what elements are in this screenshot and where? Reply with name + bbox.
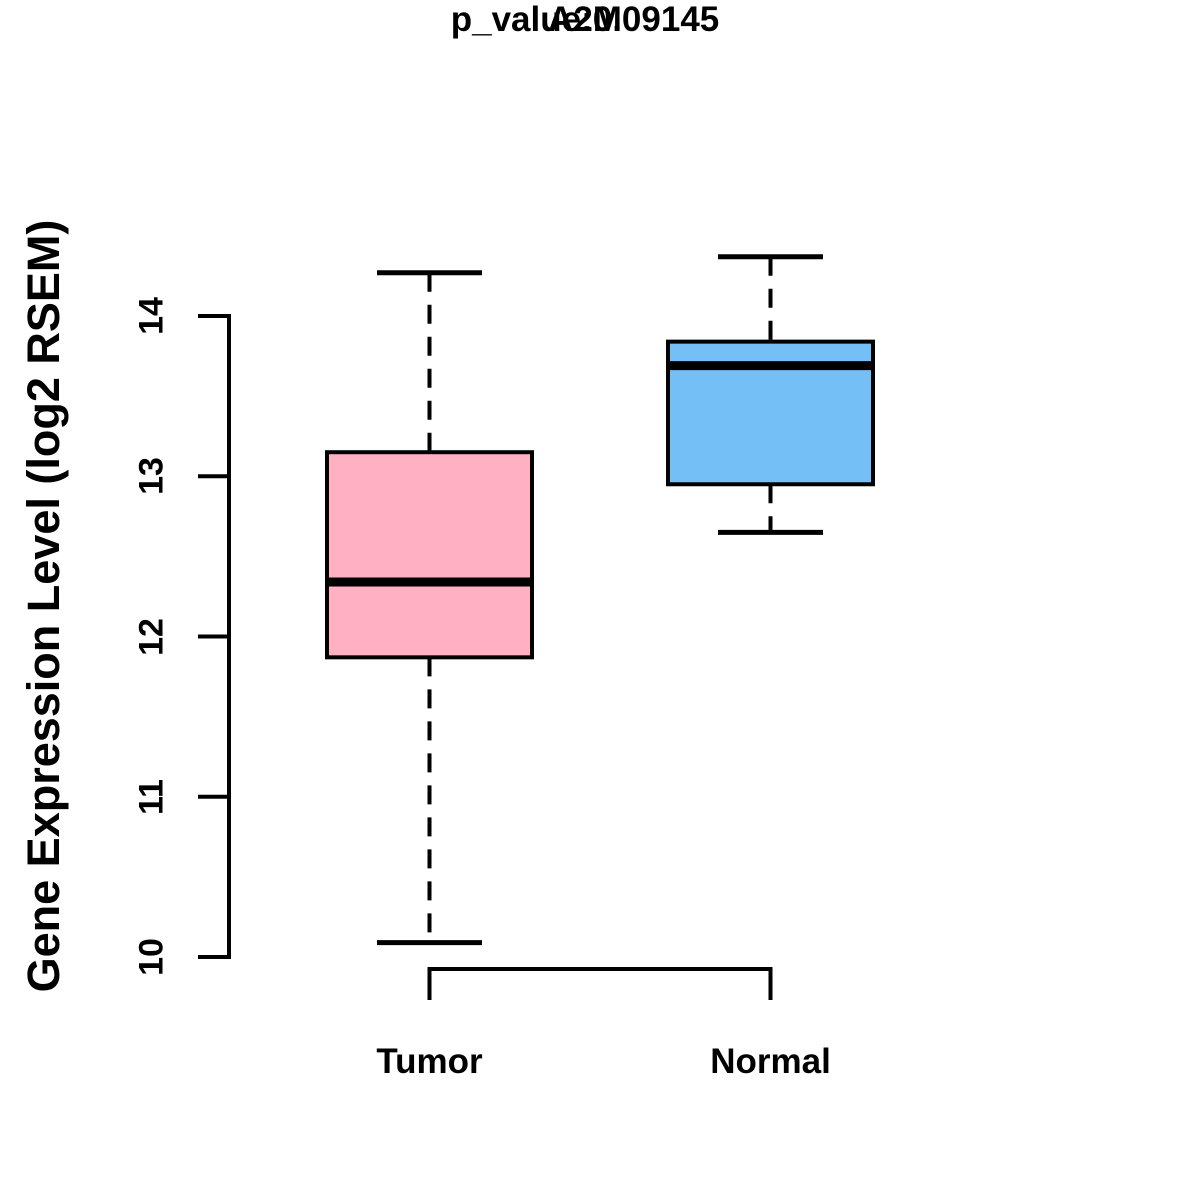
chart-title: A2M xyxy=(548,0,622,39)
y-tick-label: 11 xyxy=(132,778,171,815)
y-tick-label: 14 xyxy=(132,297,171,335)
y-tick-label: 13 xyxy=(132,457,171,496)
x-tick-label-normal: Normal xyxy=(710,1042,831,1081)
x-tick-label-tumor: Tumor xyxy=(376,1042,483,1081)
y-axis-label: Gene Expression Level (log2 RSEM) xyxy=(18,219,69,993)
x-axis-bracket xyxy=(427,967,773,1000)
y-tick-label: 12 xyxy=(132,617,171,656)
chart-subtitle-pvalue: p_value:0.09145 xyxy=(450,0,720,39)
y-tick-label: 10 xyxy=(132,938,171,976)
box-tumor xyxy=(325,450,534,660)
